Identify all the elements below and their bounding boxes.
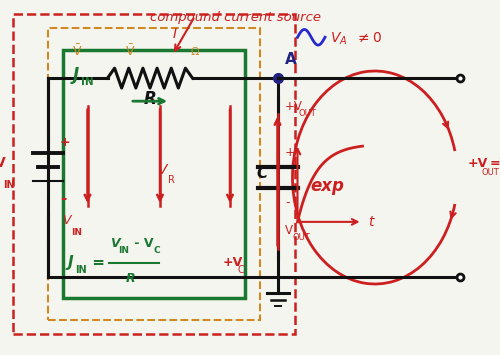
Text: OUT: OUT bbox=[298, 109, 316, 118]
Text: R: R bbox=[168, 175, 175, 185]
Text: OUT: OUT bbox=[292, 233, 310, 242]
Text: C: C bbox=[238, 265, 245, 275]
Text: IN: IN bbox=[118, 246, 129, 255]
Text: $\bar{\mathrm{V}}$: $\bar{\mathrm{V}}$ bbox=[125, 44, 135, 59]
Text: +V: +V bbox=[285, 100, 303, 113]
Text: IN: IN bbox=[2, 180, 14, 190]
Text: V: V bbox=[62, 214, 71, 226]
Text: +: + bbox=[60, 136, 70, 148]
Text: - V: - V bbox=[130, 237, 154, 250]
Text: =: = bbox=[86, 255, 110, 270]
Text: $\bar{\mathrm{V}}$: $\bar{\mathrm{V}}$ bbox=[72, 44, 83, 59]
Text: $V_A$: $V_A$ bbox=[330, 30, 347, 47]
Text: C: C bbox=[154, 246, 160, 255]
Text: +V: +V bbox=[468, 157, 488, 170]
Text: R: R bbox=[126, 272, 136, 285]
Text: +: + bbox=[285, 146, 296, 159]
Text: -: - bbox=[60, 191, 66, 206]
Text: V: V bbox=[0, 156, 6, 170]
Text: I: I bbox=[173, 27, 177, 41]
Text: J: J bbox=[68, 255, 73, 270]
Text: A: A bbox=[285, 53, 297, 67]
Text: +V: +V bbox=[222, 256, 243, 269]
Text: exp: exp bbox=[310, 178, 344, 195]
Text: V: V bbox=[285, 224, 293, 237]
Text: IN: IN bbox=[71, 228, 82, 237]
Text: t: t bbox=[368, 215, 374, 229]
Text: IN: IN bbox=[76, 265, 87, 275]
Text: compound current source: compound current source bbox=[150, 11, 320, 24]
Text: =V: =V bbox=[490, 157, 500, 170]
Text: R: R bbox=[144, 91, 156, 108]
Text: IN: IN bbox=[81, 77, 94, 87]
Text: $\neq 0$: $\neq 0$ bbox=[355, 31, 382, 45]
Text: -: - bbox=[285, 196, 290, 209]
Text: OUT: OUT bbox=[481, 168, 499, 177]
Text: V: V bbox=[110, 237, 120, 250]
Text: J: J bbox=[72, 66, 78, 83]
Text: $\Omega$: $\Omega$ bbox=[190, 45, 200, 58]
Text: C: C bbox=[256, 166, 268, 181]
Text: V: V bbox=[158, 163, 167, 178]
